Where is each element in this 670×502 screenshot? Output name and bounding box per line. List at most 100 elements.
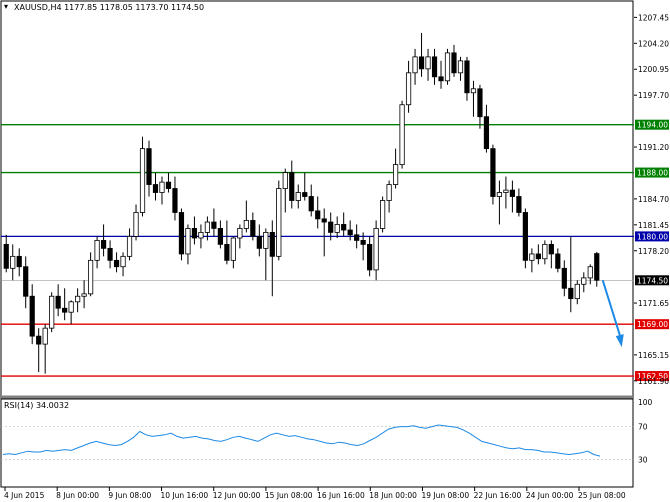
candle[interactable] [438, 60, 444, 89]
candle[interactable] [328, 212, 334, 241]
candle[interactable] [198, 224, 204, 249]
candle[interactable] [418, 32, 425, 77]
candle[interactable] [380, 196, 386, 233]
candle[interactable] [16, 248, 22, 277]
candle[interactable] [68, 300, 74, 325]
candle[interactable] [42, 324, 48, 374]
candle[interactable] [594, 251, 600, 287]
symbol-dropdown-icon[interactable]: ▾ [4, 2, 8, 11]
candle[interactable] [451, 44, 457, 77]
candle[interactable] [159, 176, 165, 205]
candle[interactable] [75, 288, 81, 313]
candle[interactable] [263, 228, 269, 281]
candle[interactable] [126, 228, 133, 261]
candle[interactable] [529, 248, 535, 273]
candle[interactable] [276, 180, 282, 261]
candle[interactable] [256, 224, 262, 257]
candle[interactable] [373, 220, 379, 281]
candle[interactable] [354, 224, 360, 249]
candle[interactable] [574, 280, 580, 305]
candle[interactable] [399, 100, 405, 169]
candle[interactable] [555, 248, 561, 273]
candle[interactable] [217, 220, 223, 249]
candle[interactable] [94, 236, 100, 269]
candle-body-bear [107, 247, 113, 261]
candle[interactable] [587, 264, 593, 285]
candle[interactable] [237, 224, 243, 249]
candle[interactable] [172, 176, 178, 221]
candle[interactable] [133, 204, 139, 241]
candle[interactable] [412, 48, 418, 85]
candle[interactable] [470, 80, 477, 117]
candle[interactable] [360, 232, 366, 261]
candle[interactable] [535, 244, 541, 265]
candle[interactable] [522, 208, 528, 269]
candle[interactable] [509, 180, 515, 213]
candle[interactable] [444, 48, 451, 85]
candle-body-bear [152, 184, 159, 193]
candle[interactable] [561, 260, 567, 297]
candle[interactable] [496, 180, 503, 225]
candle[interactable] [302, 172, 308, 201]
candle[interactable] [548, 240, 554, 269]
candle[interactable] [224, 220, 230, 265]
candle[interactable] [483, 104, 490, 153]
candle[interactable] [321, 208, 327, 257]
candle[interactable] [88, 252, 94, 297]
candle[interactable] [516, 188, 522, 217]
candle[interactable] [23, 256, 29, 309]
candle[interactable] [457, 56, 464, 81]
candle[interactable] [308, 184, 314, 217]
candle[interactable] [334, 216, 340, 238]
candle[interactable] [392, 148, 399, 189]
candle[interactable] [10, 244, 16, 281]
candle[interactable] [250, 212, 256, 241]
candle[interactable] [49, 292, 55, 333]
candle[interactable] [315, 196, 321, 229]
candle[interactable] [542, 240, 548, 265]
candle-body-bear [16, 255, 22, 268]
candle[interactable] [464, 56, 470, 101]
candle[interactable] [107, 240, 113, 269]
candle[interactable] [503, 176, 509, 209]
projection-arrow[interactable] [601, 279, 624, 348]
candle-body-bull [380, 200, 386, 229]
candle[interactable] [295, 184, 301, 209]
candle[interactable] [178, 208, 185, 261]
candle[interactable] [367, 236, 373, 277]
candle[interactable] [152, 172, 159, 201]
candle[interactable] [282, 168, 288, 213]
candle[interactable] [568, 236, 574, 313]
candle[interactable] [191, 216, 198, 245]
candle[interactable] [146, 140, 152, 197]
candle[interactable] [29, 284, 35, 345]
candle[interactable] [81, 280, 87, 309]
candle[interactable] [347, 220, 353, 241]
candle[interactable] [204, 216, 211, 241]
candle[interactable] [386, 180, 392, 213]
candle[interactable] [36, 328, 42, 373]
candle[interactable] [477, 84, 483, 129]
candle[interactable] [211, 208, 217, 237]
candle[interactable] [230, 236, 236, 269]
candle[interactable] [289, 160, 295, 209]
candle[interactable] [269, 220, 275, 297]
symbol-info-line: XAUUSD,H4 1177.85 1178.05 1173.70 1174.5… [14, 3, 204, 12]
candle-body-bull [198, 232, 204, 239]
candle[interactable] [55, 284, 61, 317]
candle[interactable] [431, 48, 438, 85]
candle[interactable] [341, 212, 347, 237]
candle[interactable] [165, 172, 172, 193]
candle[interactable] [120, 252, 126, 277]
candle[interactable] [62, 288, 68, 321]
candle[interactable] [185, 224, 191, 265]
candle[interactable] [243, 200, 249, 233]
candle[interactable] [581, 272, 587, 293]
candle[interactable] [139, 136, 146, 217]
candle[interactable] [113, 252, 120, 273]
candle[interactable] [425, 48, 431, 81]
candle[interactable] [490, 144, 496, 205]
candle[interactable] [3, 234, 9, 273]
candle[interactable] [100, 224, 107, 257]
candle[interactable] [405, 60, 412, 113]
